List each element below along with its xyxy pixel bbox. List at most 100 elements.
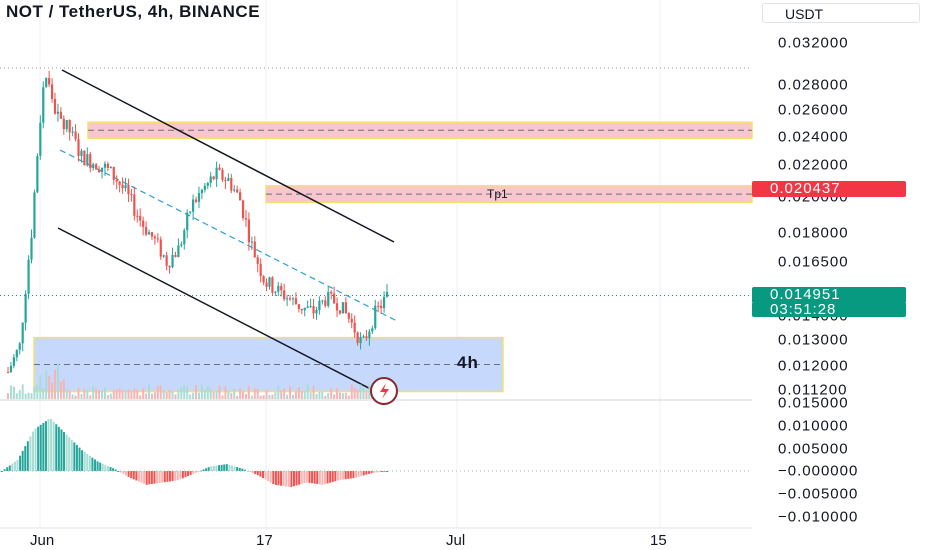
candle-body — [356, 332, 359, 344]
candle-body — [24, 293, 27, 323]
oscillator-bar — [168, 471, 171, 482]
candle-body — [147, 232, 151, 235]
volume-bar — [218, 385, 221, 399]
oscillator-bar — [264, 471, 267, 480]
volume-bar — [109, 393, 112, 399]
candle-body — [327, 291, 330, 306]
volume-bar — [289, 386, 292, 399]
oscillator-bar — [354, 471, 357, 478]
volume-bar — [265, 389, 268, 399]
candle-body — [33, 192, 36, 238]
oscillator-bar — [274, 471, 277, 485]
volume-bar — [68, 390, 71, 399]
candle-body — [118, 181, 121, 185]
oscillator-bar — [145, 471, 148, 485]
oscillator-bar — [367, 471, 370, 474]
oscillator-bar — [357, 471, 360, 477]
volume-bar — [145, 393, 148, 399]
candle-body — [259, 263, 262, 277]
oscillator-tick: −0.005000 — [778, 485, 859, 503]
volume-bar — [86, 390, 89, 399]
oscillator-bar — [127, 471, 130, 477]
candle-body — [156, 238, 159, 240]
candle-body — [30, 237, 33, 260]
candle-body — [74, 131, 77, 140]
candle-body — [262, 276, 265, 283]
volume-bar — [250, 395, 253, 399]
volume-bar — [95, 388, 98, 399]
candle-body — [382, 296, 386, 309]
volume-bar — [45, 370, 48, 399]
volume-bar — [312, 385, 315, 399]
oscillator-bar — [215, 465, 218, 471]
price-tick: 0.024000 — [778, 128, 849, 146]
volume-bar — [247, 385, 250, 399]
candle-body — [27, 259, 30, 294]
candle-body — [97, 169, 101, 172]
oscillator-bar — [96, 461, 99, 471]
price-tick: 0.013000 — [778, 331, 849, 349]
oscillator-bar — [380, 471, 383, 472]
alert-price-label[interactable]: 0.020437 — [752, 181, 906, 197]
oscillator-bar — [373, 471, 376, 473]
oscillator-tick: 0.010000 — [778, 417, 849, 435]
oscillator-bar — [122, 471, 125, 474]
candle-body — [268, 277, 271, 287]
oscillator-bar — [112, 468, 115, 471]
volume-bar — [347, 395, 350, 399]
candle-body — [321, 300, 324, 302]
candle-body — [309, 306, 312, 308]
oscillator-tick: 0.005000 — [778, 440, 849, 458]
oscillator-tick: 0.015000 — [778, 394, 849, 412]
oscillator-bar — [29, 436, 32, 471]
oscillator-bar — [210, 466, 213, 471]
oscillator-bar — [212, 465, 215, 471]
volume-bars — [7, 363, 388, 399]
oscillator-bar — [362, 471, 365, 476]
oscillator-bar — [334, 471, 337, 482]
candle-body — [330, 291, 333, 294]
oscillator-bar — [321, 471, 324, 485]
oscillator-bar — [52, 421, 55, 471]
oscillator-bar — [153, 471, 156, 484]
volume-bar — [271, 394, 274, 399]
oscillator-bar — [290, 471, 293, 487]
oscillator-bar — [352, 471, 355, 479]
volume-bar — [362, 387, 365, 399]
oscillator-bar — [78, 447, 81, 471]
price-tick: 0.018000 — [778, 224, 849, 242]
candle-body — [218, 167, 221, 170]
misc-markers — [370, 377, 398, 405]
volume-bar — [333, 394, 336, 399]
oscillator-bar — [158, 471, 161, 483]
candle-body — [365, 336, 368, 339]
candle-body — [89, 154, 92, 169]
oscillator-bar — [292, 471, 295, 487]
price-tick: 0.032000 — [778, 34, 849, 52]
volume-bar — [103, 387, 106, 399]
candle-body — [300, 308, 303, 311]
oscillator-bar — [73, 442, 76, 471]
candle-body — [303, 307, 306, 311]
oscillator-bar — [91, 457, 94, 471]
currency-selector[interactable]: USDT — [762, 3, 920, 23]
oscillator-bar — [130, 471, 133, 479]
candle-body — [95, 164, 98, 170]
oscillator-bar — [272, 471, 275, 484]
volume-bar — [359, 384, 362, 399]
oscillator-bar — [156, 471, 159, 484]
candle-body — [159, 239, 162, 257]
volume-bar — [315, 393, 318, 399]
oscillator-bar — [277, 471, 280, 486]
candle-body — [112, 166, 115, 180]
oscillator-bar — [125, 471, 128, 476]
volume-bar — [77, 388, 80, 399]
oscillator-bar — [171, 471, 174, 482]
volume-bar — [297, 387, 300, 399]
volume-bar — [9, 385, 12, 399]
oscillator-bar — [106, 465, 109, 471]
oscillator-bar — [132, 471, 135, 480]
volume-bar — [136, 389, 139, 399]
oscillator-bar — [166, 471, 169, 482]
